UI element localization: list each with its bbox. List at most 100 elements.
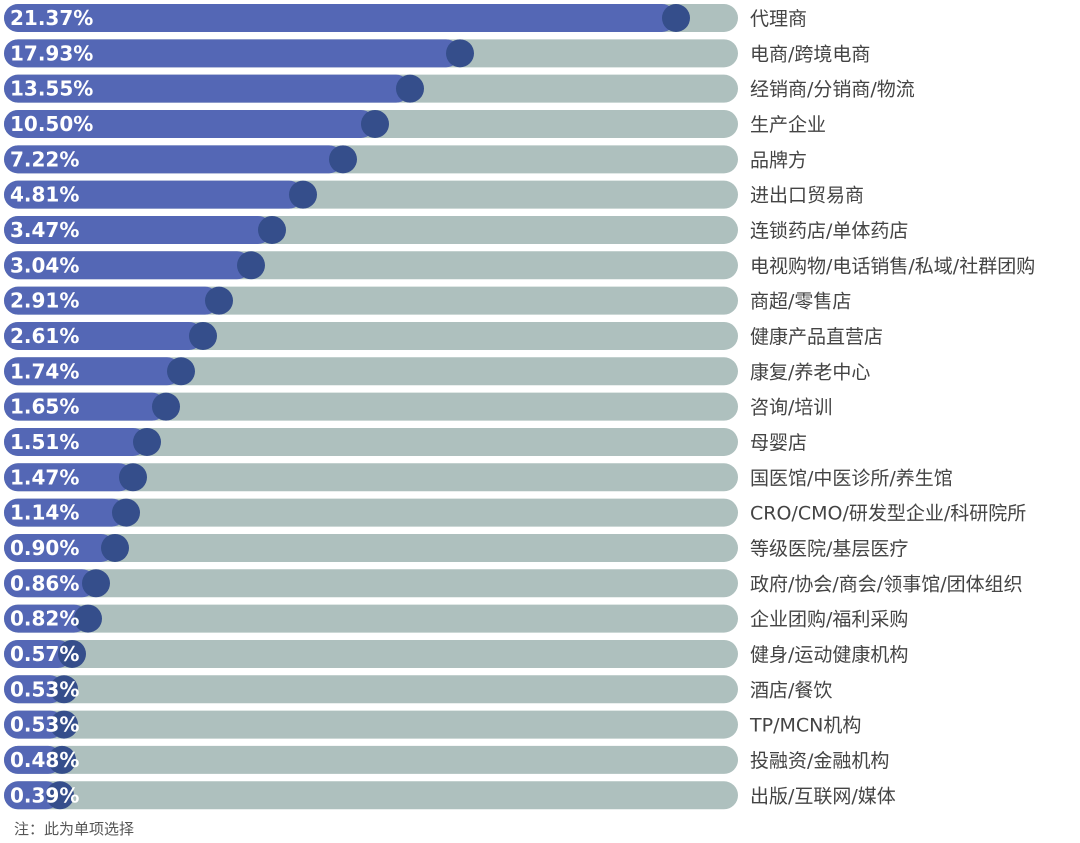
bar-track [4,498,738,527]
bar-row: 1.14% CRO/CMO/研发型企业/科研院所 [4,498,1026,527]
bar-row: 0.82% 企业团购/福利采购 [4,604,908,633]
bar-row: 0.86% 政府/协会/商会/领事馆/团体组织 [4,569,1023,598]
bar-track [4,710,738,739]
bar-knob [101,533,129,562]
bar-row: 1.74% 康复/养老中心 [4,357,870,386]
category-label: 健身/运动健康机构 [750,644,908,666]
category-label: 出版/互联网/媒体 [750,785,896,807]
bar-track [4,675,738,704]
bar-fill [4,321,203,350]
bar-row: 3.47% 连锁药店/单体药店 [4,215,908,244]
bar-fill [4,675,64,704]
value-label: 3.04% [10,253,79,277]
category-label: TP/MCN机构 [749,715,861,737]
progress-bar-chart: 21.37% 代理商 17.93% 电商/跨境电商 13.55% 经销商/分销商/物流 10… [4,4,1035,810]
bar-row: 0.53% 酒店/餐饮 [4,675,832,704]
category-label: CRO/CMO/研发型企业/科研院所 [750,503,1026,525]
bar-knob [167,357,195,386]
bar-fill [4,392,166,421]
value-label: 0.57% [10,642,79,666]
bar-fill [4,145,343,174]
bar-row: 13.55% 经销商/分销商/物流 [4,74,915,103]
bar-knob [74,604,102,633]
bar-fill [4,286,219,315]
bar-row: 1.47% 国医馆/中医诊所/养生馆 [4,463,953,492]
category-label: 政府/协会/商会/领事馆/团体组织 [750,573,1023,595]
value-label: 4.81% [10,183,79,207]
bar-fill [4,604,88,633]
bar-fill [4,251,251,280]
bar-track [4,533,738,562]
bar-knob [112,498,140,527]
bar-fill [4,710,64,739]
bar-fill [4,357,181,386]
value-label: 0.82% [10,607,79,631]
category-label: 代理商 [750,8,807,30]
bar-fill [4,39,460,68]
bar-knob [50,675,78,704]
bar-row: 0.39% 出版/互联网/媒体 [4,781,896,810]
bar-fill [4,498,126,527]
bar-knob [205,286,233,315]
category-label: 健康产品直营店 [750,326,883,348]
bar-fill [4,745,62,774]
bar-row: 10.50% 生产企业 [4,109,826,138]
bar-row: 0.57% 健身/运动健康机构 [4,639,908,668]
value-label: 21.37% [10,6,93,30]
value-label: 7.22% [10,147,79,171]
bar-track [4,604,738,633]
category-label: 进出口贸易商 [750,185,864,207]
bar-knob [329,145,357,174]
bar-knob [50,710,78,739]
bar-knob [58,639,86,668]
category-label: 品牌方 [750,149,807,171]
value-label: 2.91% [10,289,79,313]
bar-knob [119,463,147,492]
bar-track [4,781,738,810]
value-label: 1.14% [10,501,79,525]
bar-knob [289,180,317,209]
bar-row: 4.81% 进出口贸易商 [4,180,864,209]
bar-track [4,639,738,668]
bar-track [4,569,738,598]
footnote: 注：此为单项选择 [14,820,135,838]
value-label: 1.74% [10,359,79,383]
bar-track [4,745,738,774]
bar-knob [152,392,180,421]
value-label: 0.48% [10,748,79,772]
bar-knob [237,251,265,280]
bar-fill [4,215,272,244]
category-label: 企业团购/福利采购 [750,609,908,631]
bar-row: 3.04% 电视购物/电话销售/私域/社群团购 [4,251,1035,280]
bar-fill [4,74,410,103]
bar-fill [4,463,133,492]
bar-row: 17.93% 电商/跨境电商 [4,39,870,68]
bar-row: 21.37% 代理商 [4,4,807,32]
bar-fill [4,781,60,810]
bar-knob [662,4,690,32]
bar-row: 0.48% 投融资/金融机构 [4,745,889,774]
bar-knob [396,74,424,103]
category-label: 酒店/餐饮 [750,679,832,701]
value-label: 10.50% [10,112,93,136]
category-label: 咨询/培训 [750,397,832,419]
category-label: 等级医院/基层医疗 [750,538,908,560]
value-label: 0.53% [10,677,79,701]
bar-row: 7.22% 品牌方 [4,145,807,174]
bar-fill [4,109,375,138]
category-label: 商超/零售店 [750,291,851,313]
value-label: 0.86% [10,571,79,595]
bar-track [4,427,738,456]
value-label: 1.65% [10,395,79,419]
category-label: 经销商/分销商/物流 [750,79,915,101]
bar-knob [446,39,474,68]
bar-row: 1.51% 母婴店 [4,427,807,456]
category-label: 母婴店 [750,432,807,454]
category-label: 国医馆/中医诊所/养生馆 [750,467,953,489]
bar-knob [258,215,286,244]
bar-fill [4,180,303,209]
bar-knob [361,109,389,138]
bar-row: 1.65% 咨询/培训 [4,392,832,421]
category-label: 连锁药店/单体药店 [750,220,908,242]
value-label: 0.39% [10,783,79,807]
